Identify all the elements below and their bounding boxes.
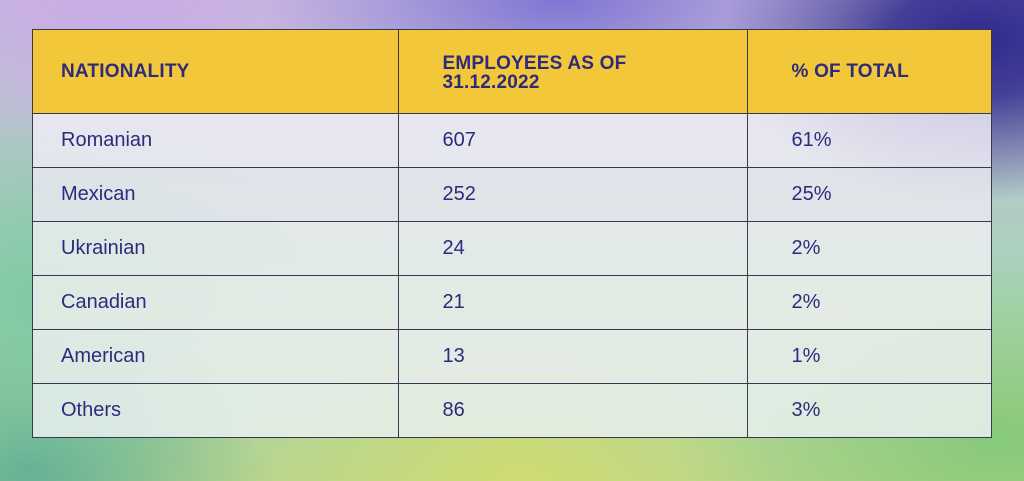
cell-employees: 24: [398, 221, 748, 276]
cell-nationality: Canadian: [33, 275, 399, 330]
table-row: American 13 1%: [33, 329, 991, 384]
cell-nationality: American: [33, 329, 399, 384]
table-row: Mexican 252 25%: [33, 167, 991, 222]
table-row: Canadian 21 2%: [33, 275, 991, 330]
cell-percent: 61%: [747, 113, 991, 168]
cell-nationality: Ukrainian: [33, 221, 399, 276]
header-employees-line2: 31.12.2022: [442, 72, 540, 94]
cell-percent: 3%: [791, 398, 821, 421]
cell-percent: 25%: [747, 167, 991, 222]
cell-percent: 2%: [747, 275, 991, 330]
table-row: Others 86 3%: [33, 383, 991, 437]
cell-nationality: Mexican: [33, 167, 399, 222]
cell-employees: 607: [398, 113, 748, 168]
table-row: Ukrainian 24 2%: [33, 221, 991, 276]
table-row: Romanian 607 61%: [33, 113, 991, 168]
header-percent: % OF TOTAL: [747, 30, 991, 114]
cell-nationality: Others: [33, 383, 399, 437]
cell-employees: 86: [398, 383, 748, 437]
nationality-table: NATIONALITY EMPLOYEES AS OF 31.12.2022 %…: [32, 29, 992, 438]
cell-employees: 21: [398, 275, 748, 330]
cell-employees: 252: [398, 167, 748, 222]
data-table: NATIONALITY EMPLOYEES AS OF 31.12.2022 %…: [33, 30, 991, 437]
header-nationality: NATIONALITY: [33, 30, 399, 114]
header-employees: EMPLOYEES AS OF 31.12.2022: [398, 30, 748, 114]
table-header-row: NATIONALITY EMPLOYEES AS OF 31.12.2022 %…: [33, 30, 991, 114]
header-employees-line1: EMPLOYEES AS OF: [442, 53, 627, 75]
cell-employees: 13: [398, 329, 748, 384]
cell-percent: 2%: [747, 221, 991, 276]
cell-nationality: Romanian: [33, 113, 399, 168]
cell-percent: 1%: [747, 329, 991, 384]
